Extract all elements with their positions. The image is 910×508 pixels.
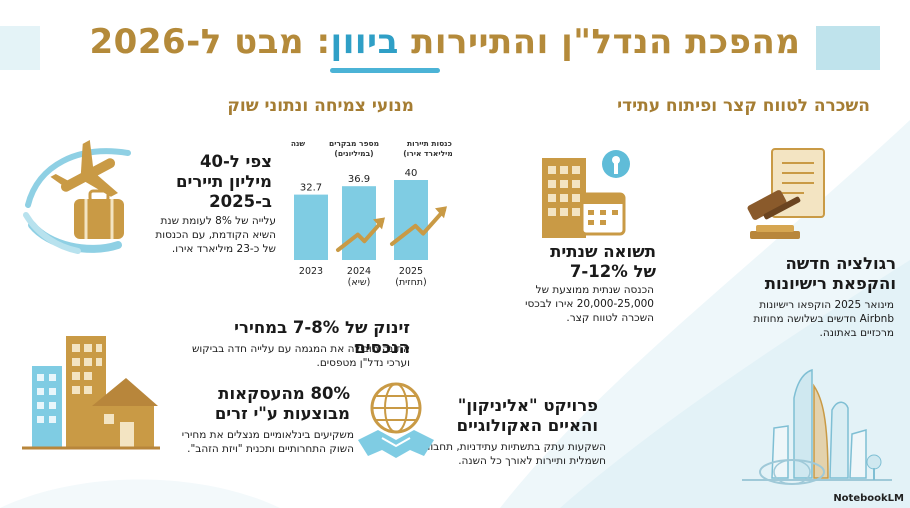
chart-column-header: (במיליונים) xyxy=(334,149,373,158)
suitcase-icon xyxy=(74,189,124,239)
tourists-text: עלייה של 8% לעומת שנת השיא הקודמת, עם הכ… xyxy=(155,215,276,255)
chart-category-label: 2024 xyxy=(347,266,371,277)
section-header-right: השכרה לטווח קצר ופיתוח עתידי xyxy=(617,96,870,116)
title-accent-left xyxy=(0,26,40,70)
growth-arrow xyxy=(336,219,384,252)
chart-column-header: שנה xyxy=(291,139,306,148)
chart-column-header: מספר מבקרים xyxy=(329,139,379,148)
notebooklm-logo: NotebookLM xyxy=(833,493,904,504)
chart-category-label: (שיא) xyxy=(348,277,371,288)
chart-bar xyxy=(342,186,376,260)
chart-bar xyxy=(294,194,328,260)
regulation-title: רגולציה חדשה והקפאת רישיונות xyxy=(764,254,896,293)
chart-column-header: הכנסות תיירות xyxy=(407,139,452,148)
chart-bar xyxy=(394,180,428,260)
growth-arrow-head xyxy=(435,206,447,219)
growth-arrow xyxy=(390,208,446,246)
chart-category-label: 2025 xyxy=(399,266,423,277)
yield-title: תשואה שנתית של 7-12% xyxy=(550,242,656,281)
office-building-icon xyxy=(542,150,630,238)
gavel-icon xyxy=(747,148,825,239)
chart-category-label: (תחזית) xyxy=(395,277,427,288)
chart-value-label: 32.7 xyxy=(300,183,322,194)
prices-title: זינוק של 7-8% במחירי הנכסים xyxy=(234,318,410,357)
ellinikon-text: השקעות עתק בתשתיות עתידניות, תחבורה חשמל… xyxy=(417,441,606,467)
ellinikon-title: פרויקט "אליניקון" והאיים האקולוגיים xyxy=(456,396,598,435)
globe-handshake-icon xyxy=(358,382,434,458)
chart-value-label: 40 xyxy=(405,168,418,179)
growth-arrow-head xyxy=(373,217,385,230)
tourists-title: צפי ל-40 מיליון תיירים ב-2025 xyxy=(176,152,272,211)
foreign-title: 80% מהעסקאות מבוצעות ע"י זרים xyxy=(214,384,350,423)
section-header-left: מנועי צמיחה ונתוני שוק xyxy=(227,96,414,116)
yield-text: הכנסה שנתית ממוצעת של 20,000-25,000 אירו… xyxy=(525,284,654,324)
chart-category-label: 2023 xyxy=(299,266,323,277)
calendar-icon xyxy=(580,192,626,236)
title-accent-right xyxy=(816,26,880,70)
prices-text: אתונה מובילה את המגמה עם עלייה חדה בביקו… xyxy=(191,343,410,369)
title-underline xyxy=(330,68,440,73)
chart-value-label: 36.9 xyxy=(348,174,370,185)
buildings-icon xyxy=(22,336,160,450)
foreign-text: משקיעים בינלאומיים מנצלים את מחירי השוק … xyxy=(181,429,354,455)
title-bar: מהפכת הנדל"ן והתיירות ביוון: מבט ל-2026 xyxy=(0,12,880,73)
airplane-icon xyxy=(23,140,131,254)
regulation-text: מינואר 2025 הוקפאו רישיונות Airbnb חדשים… xyxy=(753,299,894,339)
city-skyline-icon xyxy=(742,368,892,485)
key-icon xyxy=(602,150,630,178)
tourism-bar-chart: שנה מספר מבקרים(במיליונים) הכנסות תיירות(ב… xyxy=(282,138,461,298)
chart-column-header: (במיליארד אירו) xyxy=(403,149,452,158)
page-title: מהפכת הנדל"ן והתיירות ביוון: מבט ל-2026 xyxy=(89,22,801,62)
